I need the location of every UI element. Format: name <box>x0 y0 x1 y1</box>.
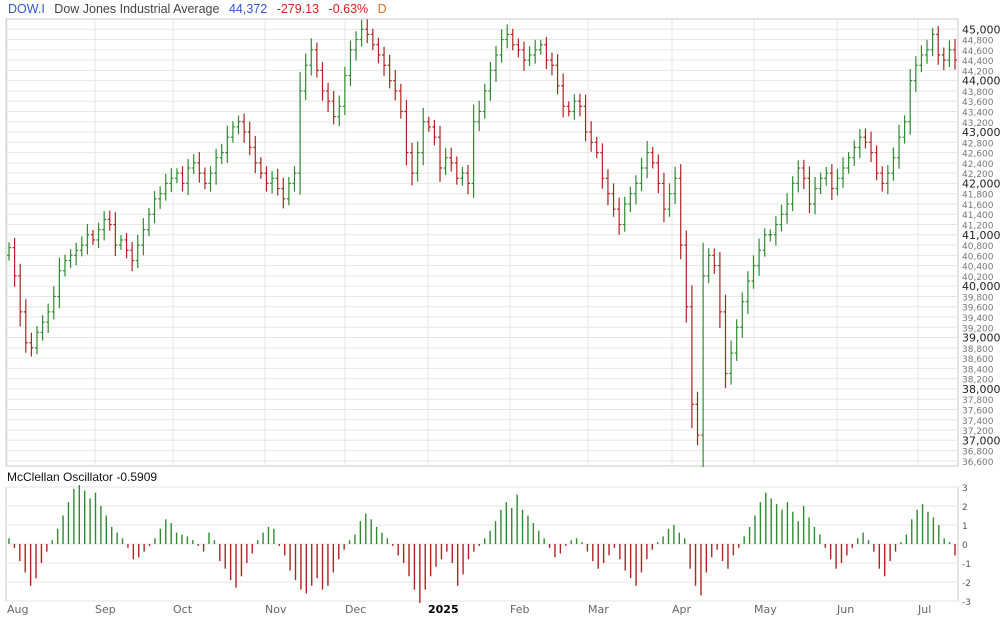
price-tick-label: 43,400 <box>962 108 994 118</box>
price-tick-label: 39,600 <box>962 304 994 314</box>
period-label[interactable]: D <box>377 2 387 16</box>
price-tick-label: 41,000 <box>962 229 1000 242</box>
oscillator-tick-label: -2 <box>962 579 971 589</box>
price-tick-label: 40,800 <box>962 242 994 252</box>
oscillator-name: McClellan Oscillator <box>7 470 114 484</box>
price-tick-label: 37,600 <box>962 406 994 416</box>
price-tick-label: 37,000 <box>962 434 1000 447</box>
price-tick-label: 44,000 <box>962 75 1000 88</box>
x-tick-label: Mar <box>588 603 609 616</box>
price-tick-label: 43,600 <box>962 98 994 108</box>
price-tick-label: 37,200 <box>962 427 994 437</box>
price-tick-label: 40,000 <box>962 280 1000 293</box>
symbol-label[interactable]: DOW.I <box>8 2 45 16</box>
price-tick-label: 40,400 <box>962 263 994 273</box>
price-tick-label: 42,000 <box>962 177 1000 190</box>
price-tick-label: 40,200 <box>962 273 994 283</box>
price-tick-label: 38,600 <box>962 355 994 365</box>
price-tick-label: 41,400 <box>962 211 994 221</box>
price-tick-label: 45,000 <box>962 23 1000 36</box>
price-tick-label: 42,800 <box>962 139 994 149</box>
price-tick-label: 41,600 <box>962 201 994 211</box>
oscillator-value: -0.5909 <box>116 470 158 484</box>
price-tick-label: 38,000 <box>962 383 1000 396</box>
last-price: 44,372 <box>228 2 268 16</box>
oscillator-tick-label: 1 <box>962 522 968 532</box>
price-tick-label: 44,800 <box>962 37 994 47</box>
price-tick-label: 43,800 <box>962 88 994 98</box>
price-tick-label: 40,600 <box>962 252 994 262</box>
price-tick-label: 36,600 <box>962 458 994 468</box>
price-tick-label: 42,200 <box>962 170 994 180</box>
price-tick-label: 44,200 <box>962 67 994 77</box>
index-name: Dow Jones Industrial Average <box>54 2 220 16</box>
price-change-pct: -0.63% <box>328 2 369 16</box>
x-tick-label: May <box>754 603 777 616</box>
x-tick-label: Sep <box>95 603 116 616</box>
price-tick-label: 41,800 <box>962 191 994 201</box>
price-tick-label: 37,400 <box>962 417 994 427</box>
oscillator-tick-label: 3 <box>962 484 968 494</box>
price-change: -279.13 <box>276 2 320 16</box>
oscillator-title: McClellan Oscillator -0.5909 <box>7 470 157 484</box>
x-tick-label: Oct <box>173 603 193 616</box>
price-tick-label: 38,400 <box>962 365 994 375</box>
price-tick-label: 37,800 <box>962 396 994 406</box>
x-tick-label: 2025 <box>428 603 459 616</box>
x-tick-label: Feb <box>510 603 529 616</box>
price-tick-label: 42,400 <box>962 160 994 170</box>
x-tick-label: Jul <box>917 603 931 616</box>
oscillator-tick-label: -1 <box>962 560 971 570</box>
oscillator-tick-label: -3 <box>962 598 971 608</box>
x-tick-label: Dec <box>345 603 366 616</box>
price-tick-label: 36,800 <box>962 448 994 458</box>
oscillator-tick-label: 0 <box>962 541 968 551</box>
price-tick-label: 41,200 <box>962 222 994 232</box>
chart-header: DOW.I Dow Jones Industrial Average 44,37… <box>8 2 393 16</box>
price-tick-label: 44,400 <box>962 57 994 67</box>
x-tick-label: Aug <box>7 603 28 616</box>
price-tick-label: 38,200 <box>962 376 994 386</box>
x-tick-label: Apr <box>672 603 692 616</box>
price-tick-label: 42,600 <box>962 150 994 160</box>
price-tick-label: 39,800 <box>962 293 994 303</box>
price-tick-label: 43,200 <box>962 119 994 129</box>
price-tick-label: 39,000 <box>962 332 1000 345</box>
price-panel-frame <box>5 18 959 467</box>
price-tick-label: 43,000 <box>962 126 1000 139</box>
price-tick-label: 39,400 <box>962 314 994 324</box>
price-tick-label: 44,600 <box>962 47 994 57</box>
price-tick-label: 39,200 <box>962 324 994 334</box>
oscillator-tick-label: 2 <box>962 503 968 513</box>
x-tick-label: Nov <box>265 603 287 616</box>
price-tick-label: 38,800 <box>962 345 994 355</box>
x-tick-label: Jun <box>836 603 854 616</box>
